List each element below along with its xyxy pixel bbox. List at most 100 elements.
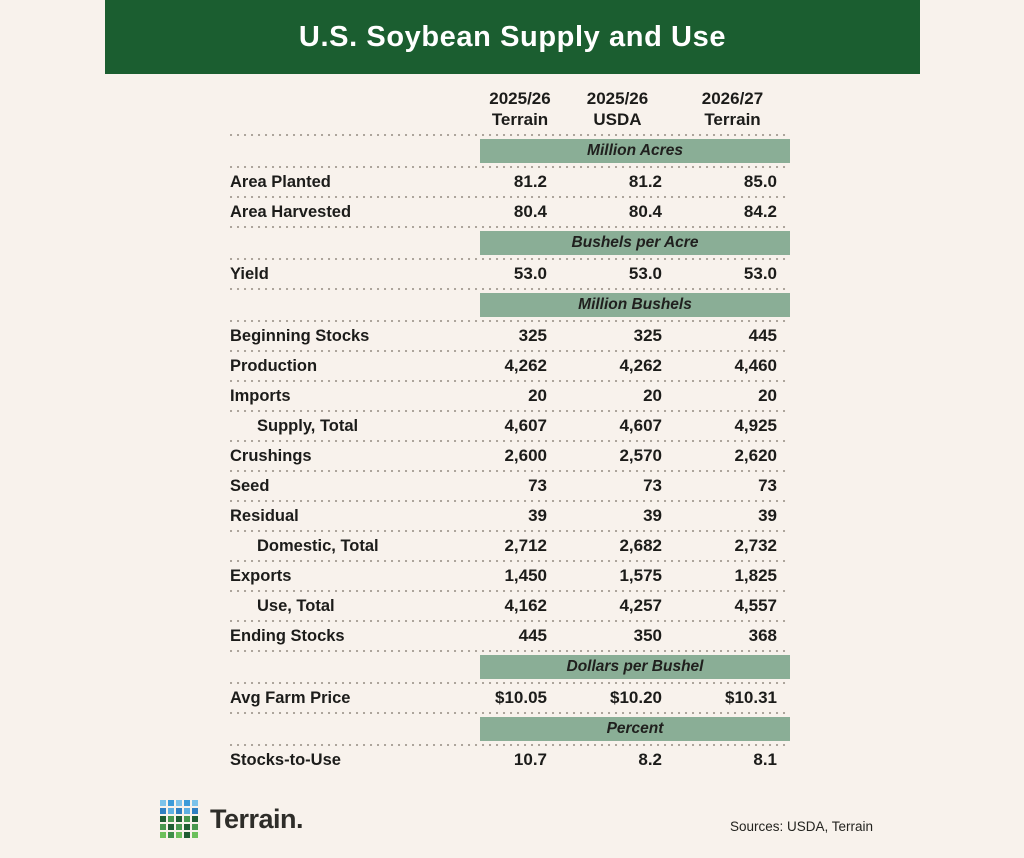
- column-source: Terrain: [704, 110, 761, 129]
- row-value: 4,925: [734, 416, 777, 435]
- sources-note: Sources: USDA, Terrain: [730, 819, 874, 834]
- logo-pixel: [176, 832, 182, 838]
- table-row: Area Harvested 80.4 80.4 84.2: [230, 198, 790, 226]
- column-year: 2025/26: [586, 89, 649, 108]
- unit-band-row: Percent: [230, 717, 790, 741]
- column-header-terrain-2026: 2026/27 Terrain: [675, 86, 790, 132]
- row-value: 2,732: [734, 536, 777, 555]
- unit-band-row: Million Acres: [230, 139, 790, 163]
- dotted-divider: [230, 744, 790, 746]
- table-body: Million Acres Area Planted 81.2 81.2 85.0 Are…: [230, 134, 790, 774]
- table-row: Seed 73 73 73: [230, 472, 790, 500]
- table-row: Crushings 2,600 2,570 2,620: [230, 442, 790, 470]
- logo-pixel: [184, 800, 190, 806]
- supply-use-table: 2025/26 Terrain 2025/26 USDA 2026/27 Ter…: [230, 86, 790, 774]
- row-value: 39: [643, 506, 662, 525]
- dotted-divider: [230, 560, 790, 562]
- dotted-divider: [230, 320, 790, 322]
- row-value: $10.05: [495, 688, 547, 707]
- logo-pixel: [192, 832, 198, 838]
- table-row: Production 4,262 4,262 4,460: [230, 352, 790, 380]
- row-value: 4,257: [619, 596, 662, 615]
- row-label: Exports: [230, 566, 292, 585]
- row-label: Domestic, Total: [257, 536, 379, 555]
- row-label: Use, Total: [257, 596, 335, 615]
- dotted-divider: [230, 712, 790, 714]
- logo-pixel: [184, 816, 190, 822]
- brand-lockup: Terrain.: [160, 800, 304, 838]
- row-label: Yield: [230, 264, 269, 283]
- logo-pixel: [192, 800, 198, 806]
- column-header-row: 2025/26 Terrain 2025/26 USDA 2026/27 Ter…: [230, 86, 790, 132]
- row-label: Crushings: [230, 446, 312, 465]
- row-label: Area Planted: [230, 172, 331, 191]
- table-row: Exports 1,450 1,575 1,825: [230, 562, 790, 590]
- row-value: 20: [643, 386, 662, 405]
- logo-pixel: [168, 832, 174, 838]
- row-label: Area Harvested: [230, 202, 352, 221]
- dotted-divider: [230, 650, 790, 652]
- logo-pixel: [176, 816, 182, 822]
- logo-pixel: [184, 824, 190, 830]
- row-value: 4,557: [734, 596, 777, 615]
- row-label: Beginning Stocks: [230, 326, 370, 345]
- column-header-spacer: [230, 86, 480, 132]
- table-row: Beginning Stocks 325 325 445: [230, 322, 790, 350]
- logo-pixel: [160, 800, 166, 806]
- logo-pixel: [160, 816, 166, 822]
- brand-name: Terrain.: [210, 803, 304, 834]
- row-value: 2,682: [619, 536, 662, 555]
- unit-band-row: Million Bushels: [230, 293, 790, 317]
- logo-pixel: [160, 808, 166, 814]
- table-row: Imports 20 20 20: [230, 382, 790, 410]
- row-value: 73: [758, 476, 777, 495]
- logo-pixel: [168, 808, 174, 814]
- logo-pixel: [160, 824, 166, 830]
- unit-band-row: Dollars per Bushel: [230, 655, 790, 679]
- column-year: 2026/27: [701, 89, 764, 108]
- row-label: Seed: [230, 476, 270, 495]
- row-value: 4,262: [619, 356, 662, 375]
- logo-pixel: [168, 816, 174, 822]
- dotted-divider: [230, 682, 790, 684]
- dotted-divider: [230, 196, 790, 198]
- logo-pixel: [184, 832, 190, 838]
- row-value: 1,825: [734, 566, 777, 585]
- row-value: 2,570: [619, 446, 662, 465]
- row-value: 2,620: [734, 446, 777, 465]
- row-label: Supply, Total: [257, 416, 359, 435]
- row-value: 4,607: [504, 416, 547, 435]
- row-label: Avg Farm Price: [230, 688, 351, 707]
- row-label: Residual: [230, 506, 299, 525]
- row-value: 4,460: [734, 356, 777, 375]
- logo-pixel: [168, 824, 174, 830]
- row-value: 39: [528, 506, 547, 525]
- logo-pixel: [192, 816, 198, 822]
- row-value: 39: [758, 506, 777, 525]
- row-value: 2,712: [504, 536, 547, 555]
- table-row: Ending Stocks 445 350 368: [230, 622, 790, 650]
- dotted-divider: [230, 620, 790, 622]
- dotted-divider: [230, 530, 790, 532]
- logo-pixel: [184, 808, 190, 814]
- table-row: Supply, Total 4,607 4,607 4,925: [230, 412, 790, 440]
- row-value: 4,262: [504, 356, 547, 375]
- dotted-divider: [230, 380, 790, 382]
- unit-band-row: Bushels per Acre: [230, 231, 790, 255]
- table-row: Domestic, Total 2,712 2,682 2,732: [230, 532, 790, 560]
- row-value: 20: [758, 386, 777, 405]
- unit-band-label: Bushels per Acre: [480, 231, 790, 255]
- row-value: 1,575: [619, 566, 662, 585]
- unit-band-label: Percent: [480, 717, 790, 741]
- column-source: USDA: [593, 110, 642, 129]
- logo-pixel: [168, 800, 174, 806]
- logo-pixel: [192, 824, 198, 830]
- table-row: Avg Farm Price $10.05 $10.20 $10.31: [230, 684, 790, 712]
- row-value: 4,162: [504, 596, 547, 615]
- row-value: 85.0: [743, 172, 777, 191]
- dotted-divider: [230, 410, 790, 412]
- dotted-divider: [230, 258, 790, 260]
- row-value: 81.2: [628, 172, 662, 191]
- row-value: 53.0: [628, 264, 662, 283]
